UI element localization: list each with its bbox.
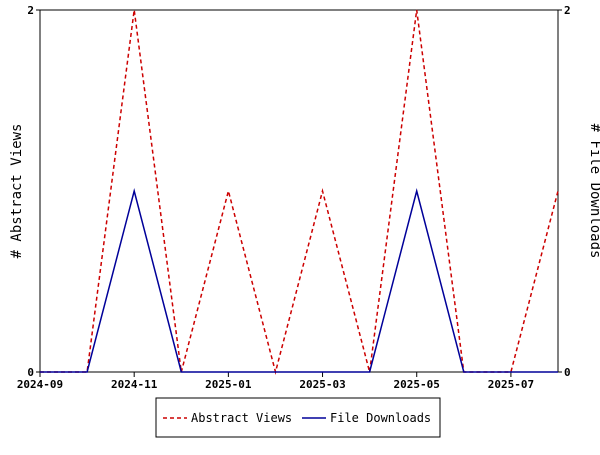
- plot-frame: [39, 9, 559, 373]
- left-y-tick-label: 2: [27, 4, 34, 17]
- x-tick-label: 2025-05: [394, 378, 440, 391]
- x-tick-label: 2025-07: [488, 378, 534, 391]
- x-tick-label: 2024-11: [111, 378, 158, 391]
- legend-box: [155, 397, 441, 438]
- left-axis-title: # Abstract Views: [9, 124, 25, 259]
- legend-label-abstract-views: Abstract Views: [191, 411, 292, 425]
- legend-label-file-downloads: File Downloads: [330, 411, 431, 425]
- series-line-file-downloads: [40, 188, 558, 373]
- x-tick-label: 2025-03: [299, 378, 345, 391]
- left-y-tick-label: 0: [27, 366, 34, 379]
- right-y-tick-label: 2: [564, 4, 571, 17]
- right-axis-title: # File Downloads: [587, 124, 600, 259]
- series-line-abstract-views: [40, 9, 559, 375]
- legend: Abstract Views File Downloads: [155, 397, 441, 438]
- x-tick-label: 2025-01: [205, 378, 252, 391]
- x-tick-label: 2024-09: [17, 378, 63, 391]
- right-y-tick-label: 0: [564, 366, 571, 379]
